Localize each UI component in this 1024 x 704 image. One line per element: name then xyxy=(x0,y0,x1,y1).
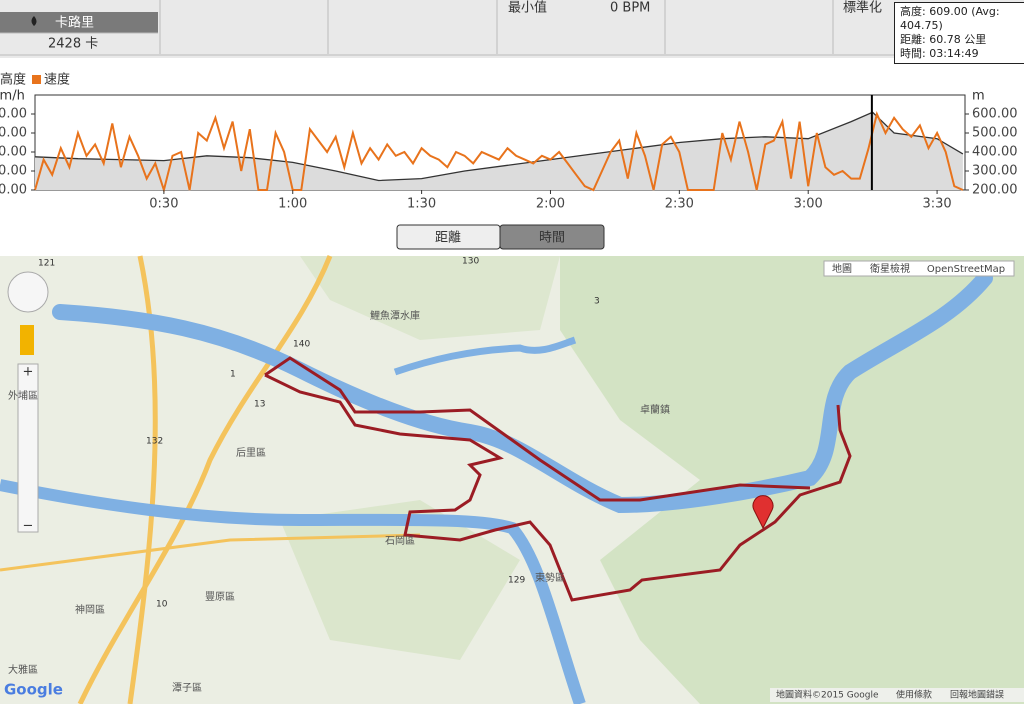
place-label: 神岡區 xyxy=(75,603,105,616)
stats-bg xyxy=(0,0,1024,58)
chart: 0.00 10.00 20.00 30.00 40.00 200.00 300.00 400.… xyxy=(0,94,1018,212)
zoom-out[interactable]: − xyxy=(23,519,34,534)
x-tick-label: 1:30 xyxy=(407,197,436,212)
calories-header xyxy=(0,12,158,33)
calories-value: 2428 卡 xyxy=(48,37,98,52)
min-value: 0 BPM xyxy=(610,1,650,16)
min-label: 最小值 xyxy=(508,0,547,16)
place-label: 外埔區 xyxy=(8,389,38,402)
x-tick-label: 0:30 xyxy=(149,197,178,212)
map-logo[interactable]: Google xyxy=(4,681,63,699)
place-label: 后里區 xyxy=(236,447,266,459)
pan-control[interactable] xyxy=(7,271,49,313)
legend-swatch xyxy=(32,75,41,84)
map-type[interactable]: 地圖 xyxy=(832,262,852,275)
road xyxy=(0,533,421,572)
distance-button-label[interactable]: 距離 xyxy=(435,231,461,246)
y-tick-label: 20.00 xyxy=(0,145,27,160)
y-tick-label: 40.00 xyxy=(0,107,27,122)
flame-icon xyxy=(31,16,37,26)
x-tick-label: 3:30 xyxy=(922,197,951,212)
map-footer[interactable]: 回報地圖錯誤 xyxy=(950,689,1004,701)
y-axis-title: km/h xyxy=(0,89,25,104)
road-number: 13 xyxy=(254,400,265,410)
road-number: 132 xyxy=(146,437,163,447)
y-tick-label: 0.00 xyxy=(0,183,27,198)
elevation-area xyxy=(35,112,963,190)
road-number: 1 xyxy=(230,370,236,380)
place-label: 石岡區 xyxy=(385,535,415,547)
map-type[interactable]: 衛星檢視 xyxy=(870,262,910,275)
x-tick-label: 3:00 xyxy=(794,197,823,212)
marker[interactable] xyxy=(752,495,774,530)
tooltip: 高度: 609.00 (Avg: 404.75) 距離: 60.78 公里 時間… xyxy=(894,2,1024,64)
map-type[interactable]: OpenStreetMap xyxy=(927,264,1005,275)
road-number: 121 xyxy=(38,259,55,269)
place-label: 豐原區 xyxy=(205,590,235,603)
map-footer[interactable]: 使用條款 xyxy=(896,689,932,701)
normalized-label: 標準化 xyxy=(843,0,882,16)
time-button[interactable] xyxy=(499,224,605,250)
y2-tick-label: 500.00 xyxy=(972,126,1018,141)
legend-label: 高度 xyxy=(0,72,26,88)
y-tick-label: 10.00 xyxy=(0,164,27,179)
route xyxy=(264,373,852,602)
map[interactable]: + − 地圖 衛星檢視 OpenStreetMap 后里區 石岡區 東勢區 豐原… xyxy=(0,255,1024,704)
x-tick-label: 2:30 xyxy=(665,197,694,212)
road-number: 10 xyxy=(156,600,168,610)
road-number: 3 xyxy=(594,297,600,307)
tooltip-line: 距離: 60.78 公里 xyxy=(900,33,987,46)
tooltip-line: 高度: 609.00 (Avg: 404.75) xyxy=(900,5,1000,32)
y2-tick-label: 600.00 xyxy=(972,107,1018,122)
place-label: 鯉魚潭水庫 xyxy=(370,309,420,322)
stats-grid xyxy=(0,0,1024,56)
route xyxy=(264,356,811,502)
time-button-label[interactable]: 時間 xyxy=(539,231,565,246)
zoom-slider[interactable] xyxy=(17,363,39,533)
pegman[interactable] xyxy=(20,325,34,355)
road-number: 129 xyxy=(508,576,525,586)
footer-bg xyxy=(770,688,1024,702)
y2-tick-label: 300.00 xyxy=(972,164,1018,179)
map-footer: 地圖資料©2015 Google xyxy=(776,689,879,701)
speed-line xyxy=(34,110,964,194)
place-label: 卓蘭鎮 xyxy=(640,403,670,416)
x-tick-label: 2:00 xyxy=(536,197,565,212)
place-label: 潭子區 xyxy=(172,682,202,694)
zoom-in[interactable]: + xyxy=(23,365,34,380)
hills xyxy=(300,256,560,340)
place-label: 東勢區 xyxy=(535,571,565,584)
road-number: 140 xyxy=(293,340,310,350)
map-type-bar xyxy=(823,260,1015,277)
y2-axis-title: m xyxy=(972,89,985,104)
y-tick-label: 30.00 xyxy=(0,126,27,141)
reservoir xyxy=(393,336,577,376)
river xyxy=(0,479,586,704)
legend-label: 速度 xyxy=(44,72,70,88)
calories-label: 卡路里 xyxy=(55,15,94,31)
y2-tick-label: 200.00 xyxy=(972,183,1018,198)
place-label: 大雅區 xyxy=(8,663,38,676)
y2-tick-label: 400.00 xyxy=(972,145,1018,160)
x-tick-label: 1:00 xyxy=(278,197,307,212)
highway xyxy=(77,255,333,704)
tooltip-line: 時間: 03:14:49 xyxy=(900,47,979,60)
road-number: 130 xyxy=(462,257,479,267)
